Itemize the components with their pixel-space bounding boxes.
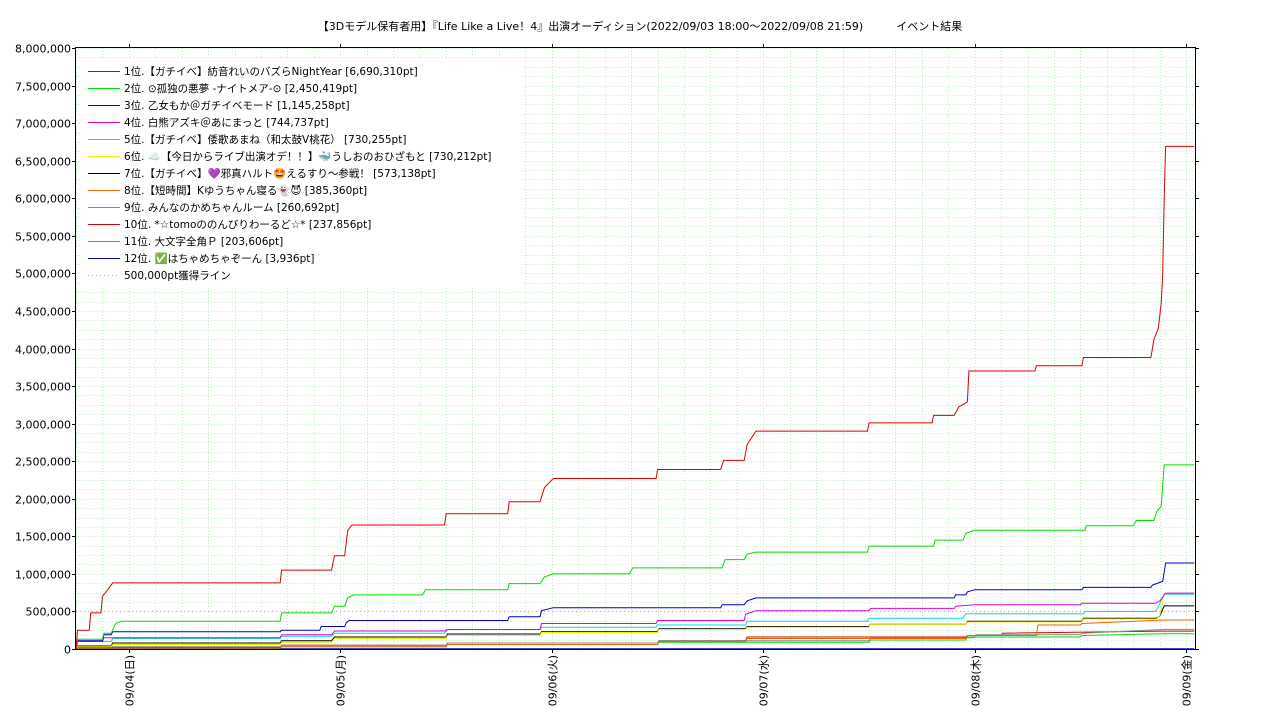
series-line bbox=[75, 619, 1195, 650]
legend-entry: 7位.【ガチイベ】💜邪真ハルト🤩えるすり〜参戦！ [573,138pt] bbox=[124, 167, 436, 180]
y-tick-label: 5,500,000 bbox=[15, 231, 71, 244]
y-tick-label: 3,500,000 bbox=[15, 381, 71, 394]
legend-entry: 12位. ✅はちゃめちゃぞーん [3,936pt] bbox=[124, 252, 314, 265]
series-line bbox=[75, 628, 1195, 650]
x-tick-label: 09/05(月) bbox=[335, 655, 348, 706]
x-tick-label: 09/09(金) bbox=[1180, 655, 1194, 706]
y-tick-label: 7,000,000 bbox=[15, 118, 71, 131]
x-tick-label: 09/04(日) bbox=[124, 655, 137, 706]
y-tick-label: 2,000,000 bbox=[15, 494, 71, 507]
legend-entry: 11位. 大文字全角Ｐ [203,606pt] bbox=[124, 235, 283, 248]
legend-entry: 3位. 乙女もか＠ガチイベモード [1,145,258pt] bbox=[124, 99, 350, 112]
y-tick-label: 3,000,000 bbox=[15, 419, 71, 432]
legend-entry: 10位. *☆tomoののんびりわーるど☆* [237,856pt] bbox=[124, 218, 371, 231]
legend-entry: 1位.【ガチイベ】紡音れいのバズらNightYear [6,690,310pt] bbox=[124, 65, 418, 78]
y-tick-label: 6,500,000 bbox=[15, 156, 71, 169]
legend-entry: 2位. ⊙孤独の悪夢 -ナイトメア-⊙ [2,450,419pt] bbox=[124, 82, 357, 95]
legend-entry: 4位. 白熊アズキ＠あにまっと [744,737pt] bbox=[124, 116, 329, 129]
series-line bbox=[75, 464, 1195, 650]
legend-entry: 9位. みんなのかめちゃんルーム [260,692pt] bbox=[124, 201, 339, 214]
y-tick-label: 5,000,000 bbox=[15, 268, 71, 281]
legend-entry: 500,000pt獲得ライン bbox=[124, 269, 231, 282]
y-tick-label: 4,000,000 bbox=[15, 344, 71, 357]
series-line bbox=[75, 145, 1195, 650]
y-tick-label: 6,000,000 bbox=[15, 193, 71, 206]
y-tick-label: 7,500,000 bbox=[15, 81, 71, 94]
x-tick-label: 09/08(木) bbox=[970, 655, 983, 706]
chart-title: 【3Dモデル保有者用】『Life Like a Live！4』出演オーディション… bbox=[317, 20, 963, 33]
x-tick-label: 09/07(水) bbox=[758, 655, 771, 706]
legend-box bbox=[82, 60, 522, 288]
x-tick-label: 09/06(火) bbox=[547, 655, 560, 706]
y-tick-label: 4,500,000 bbox=[15, 306, 71, 319]
legend: 1位.【ガチイベ】紡音れいのバズらNightYear [6,690,310pt]… bbox=[82, 60, 522, 288]
y-tick-label: 0 bbox=[64, 644, 71, 657]
y-tick-label: 8,000,000 bbox=[15, 43, 71, 56]
y-axis: 0 500,000 1,000,000 1,500,000 2,000,000 2,500… bbox=[15, 43, 1199, 657]
y-tick-label: 1,500,000 bbox=[15, 531, 71, 544]
series-line bbox=[75, 592, 1195, 650]
series-line bbox=[75, 562, 1195, 650]
series-line bbox=[75, 593, 1195, 650]
series-lines bbox=[75, 145, 1195, 650]
y-tick-label: 500,000 bbox=[26, 606, 72, 619]
plot-frame bbox=[75, 47, 1196, 650]
legend-entry: 6位. ☁️【今日からライブ出演オデ！！】🐳うしおのおひざもと [730,212… bbox=[124, 150, 492, 163]
y-tick-label: 1,000,000 bbox=[15, 569, 71, 582]
legend-entry: 5位.【ガチイベ】倭歌あまね（和太鼓V桃花） [730,255pt] bbox=[124, 133, 406, 146]
x-axis: 09/04(日) 09/05(月) 09/06(火) 09/07(水) 09/08(木)… bbox=[124, 44, 1194, 706]
legend-entry: 8位.【短時間】Kゆうちゃん寝る👻😈 [385,360pt] bbox=[124, 184, 367, 197]
y-tick-label: 2,500,000 bbox=[15, 456, 71, 469]
